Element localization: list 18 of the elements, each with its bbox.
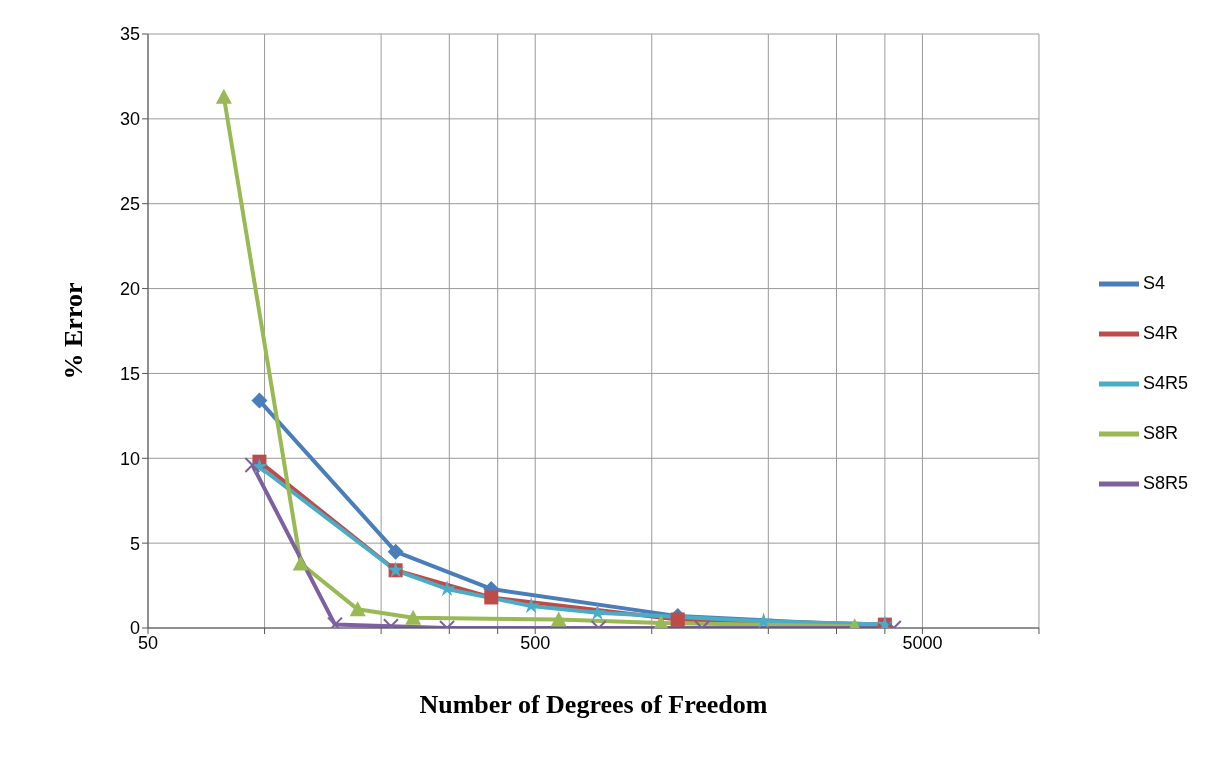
y-tick-label: 15 [119,363,140,384]
legend-label: S4R5 [1142,373,1188,393]
x-axis-title: Number of Degrees of Freedom [419,690,768,719]
y-tick-label: 35 [119,24,140,45]
legend-label: S4 [1142,273,1165,293]
y-tick-label: 20 [119,278,140,299]
legend-label: S8R5 [1142,473,1188,493]
x-tick-label: 5000 [902,632,943,653]
y-tick-label: 30 [119,109,140,130]
y-tick-label: 0 [129,618,140,639]
y-tick-label: 25 [119,194,140,215]
y-tick-label: 10 [119,448,140,469]
legend-label: S8R [1142,423,1178,443]
y-axis-title: % Error [59,282,89,380]
legend-label: S4R [1142,323,1178,343]
x-tick-label: 50 [137,632,159,653]
x-tick-label: 500 [520,632,551,653]
y-tick-label: 5 [129,533,140,554]
